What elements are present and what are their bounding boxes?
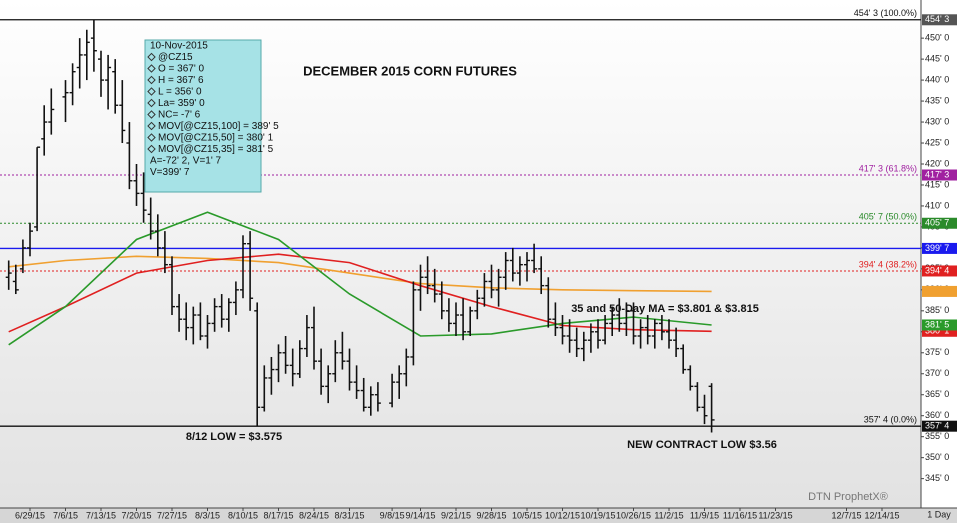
- ma-tag-box: [922, 325, 957, 337]
- x-tick-label: 9/21/15: [441, 510, 471, 520]
- ma-tag: 380' 1: [925, 326, 949, 336]
- ma-tag-box: [922, 285, 957, 297]
- level-tag: 454' 3: [925, 14, 949, 24]
- y-tick-label: 370' 0: [925, 368, 949, 378]
- x-tick-label: 10/5/15: [512, 510, 542, 520]
- level-tag: 405' 7: [925, 218, 949, 228]
- ma-tag: 381' 5: [925, 319, 949, 329]
- annotation: 35 and 50-Day MA = $3.801 & $3.815: [571, 303, 759, 315]
- x-tick-label: 8/24/15: [299, 510, 329, 520]
- level-label: 394' 4 (38.2%): [859, 259, 917, 269]
- info-line: La= 359' 0: [158, 98, 205, 109]
- y-tick-label: 345' 0: [925, 473, 949, 483]
- x-tick-label: 12/14/15: [864, 510, 899, 520]
- level-tag-box: [922, 242, 957, 254]
- y-tick-label: 420' 0: [925, 158, 949, 168]
- level-label: 454' 3 (100.0%): [854, 8, 917, 18]
- x-tick-label: 9/28/15: [476, 510, 506, 520]
- x-tick-label: 11/23/15: [758, 510, 792, 520]
- x-tick-label: 11/9/15: [690, 510, 719, 520]
- watermark: DTN ProphetX®: [808, 491, 888, 503]
- x-tick-label: 8/31/15: [334, 510, 364, 520]
- x-tick-label: 10/26/15: [616, 510, 651, 520]
- info-line: A=-72' 2, V=1' 7: [150, 156, 222, 167]
- level-tag-box: [922, 420, 957, 432]
- level-tag-box: [922, 14, 957, 26]
- y-tick-label: 425' 0: [925, 137, 949, 147]
- x-tick-label: 10/19/15: [580, 510, 615, 520]
- level-tag: 399' 7: [925, 243, 949, 253]
- level-label: 417' 3 (61.8%): [859, 163, 917, 173]
- y-tick-label: 375' 0: [925, 347, 949, 357]
- info-icon: [147, 64, 156, 73]
- level-tag: 394' 4: [925, 265, 949, 275]
- x-axis-background: [0, 508, 957, 523]
- info-line: 10-Nov-2015: [150, 41, 208, 52]
- info-icon: [147, 98, 156, 108]
- level-tag-box: [922, 265, 957, 277]
- y-tick-label: 415' 0: [925, 179, 949, 189]
- annotation: NEW CONTRACT LOW $3.56: [627, 439, 777, 451]
- x-tick-label: 8/17/15: [263, 510, 293, 520]
- info-icon: [147, 110, 156, 119]
- info-icon: [147, 87, 156, 96]
- x-tick-label: 9/8/15: [380, 510, 405, 520]
- level-label: 405' 7 (50.0%): [859, 212, 917, 222]
- annotation: 8/12 LOW = $3.575: [186, 431, 282, 443]
- y-tick-label: 440' 0: [925, 74, 949, 84]
- x-tick-label: 7/6/15: [53, 510, 78, 520]
- x-tick-label: 8/3/15: [195, 510, 220, 520]
- moving-average: [8, 211, 712, 346]
- level-tag: 357' 4: [925, 421, 949, 431]
- info-box: [144, 39, 262, 193]
- info-icon: [147, 52, 156, 62]
- level-label: 357' 4 (0.0%): [864, 415, 917, 425]
- level-tag-box: [922, 217, 957, 229]
- info-icon: [147, 121, 156, 131]
- level-tag-box: [922, 169, 957, 181]
- info-line: O = 367' 0: [158, 64, 205, 75]
- info-line: V=399' 7: [150, 167, 190, 178]
- x-tick-label: 12/7/15: [831, 510, 861, 520]
- y-tick-label: 365' 0: [925, 389, 949, 399]
- chart-title: DECEMBER 2015 CORN FUTURES: [303, 63, 517, 78]
- moving-average: [8, 255, 712, 293]
- level-tag: 417' 3: [925, 169, 949, 179]
- x-tick-label: 7/20/15: [121, 510, 151, 520]
- info-line: MOV[@CZ15,35] = 381' 5: [158, 144, 274, 155]
- y-tick-label: 350' 0: [925, 452, 949, 462]
- info-icon: [147, 75, 156, 85]
- ma-tag-box: [922, 319, 957, 331]
- y-tick-label: 360' 0: [925, 410, 949, 420]
- x-tick-label: 10/12/15: [545, 510, 580, 520]
- info-icon: [147, 133, 156, 142]
- y-tick-label: 435' 0: [925, 95, 949, 105]
- info-line: L = 356' 0: [158, 87, 202, 98]
- y-tick-label: 385' 0: [925, 305, 949, 315]
- moving-average: [8, 253, 712, 333]
- y-tick-label: 430' 0: [925, 116, 949, 126]
- x-tick-label: 11/2/15: [654, 510, 683, 520]
- y-tick-label: 355' 0: [925, 431, 949, 441]
- x-tick-label: 7/13/15: [86, 510, 116, 520]
- info-line: H = 367' 6: [158, 75, 204, 86]
- info-icon: [147, 144, 156, 154]
- x-tick-label: 9/14/15: [405, 510, 435, 520]
- x-tick-label: 8/10/15: [228, 510, 258, 520]
- info-line: @CZ15: [158, 52, 193, 63]
- y-tick-label: 450' 0: [925, 33, 949, 43]
- x-tick-label: 11/16/15: [723, 510, 757, 520]
- period-label: 1 Day: [927, 509, 951, 519]
- x-tick-label: 6/29/15: [15, 510, 45, 520]
- x-tick-label: 7/27/15: [157, 510, 187, 520]
- y-tick-label: 410' 0: [925, 200, 949, 210]
- info-line: MOV[@CZ15,100] = 389' 5: [158, 121, 279, 132]
- y-tick-label: 445' 0: [925, 53, 949, 63]
- info-line: MOV[@CZ15,50] = 380' 1: [158, 133, 274, 144]
- info-line: NC= -7' 6: [158, 110, 201, 121]
